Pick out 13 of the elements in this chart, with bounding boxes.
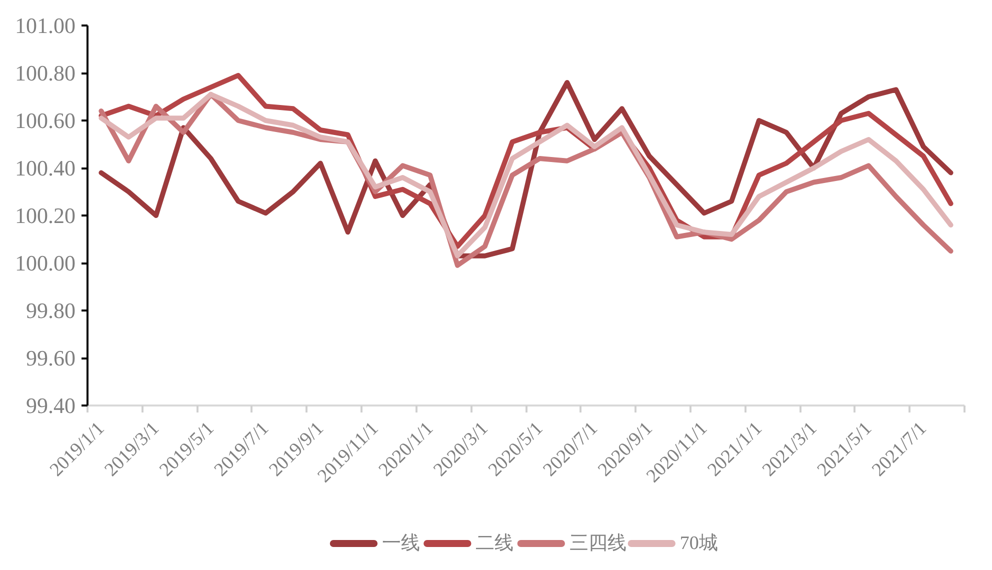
y-tick-label: 100.80 <box>15 60 76 86</box>
y-tick-label: 99.40 <box>26 393 76 418</box>
legend-label: 三四线 <box>569 533 626 554</box>
legend-label: 二线 <box>476 533 514 554</box>
y-tick-label: 100.40 <box>15 156 76 180</box>
y-tick-label: 99.80 <box>26 298 76 323</box>
y-tick-label: 100.60 <box>15 108 76 133</box>
y-tick-label: 100.00 <box>15 250 76 276</box>
y-tick-label: 99.60 <box>26 346 76 370</box>
y-tick-label: 101.00 <box>15 13 76 38</box>
legend-label: 一线 <box>382 533 420 554</box>
y-tick-label: 100.20 <box>15 203 76 228</box>
legend-label: 70城 <box>680 533 718 554</box>
